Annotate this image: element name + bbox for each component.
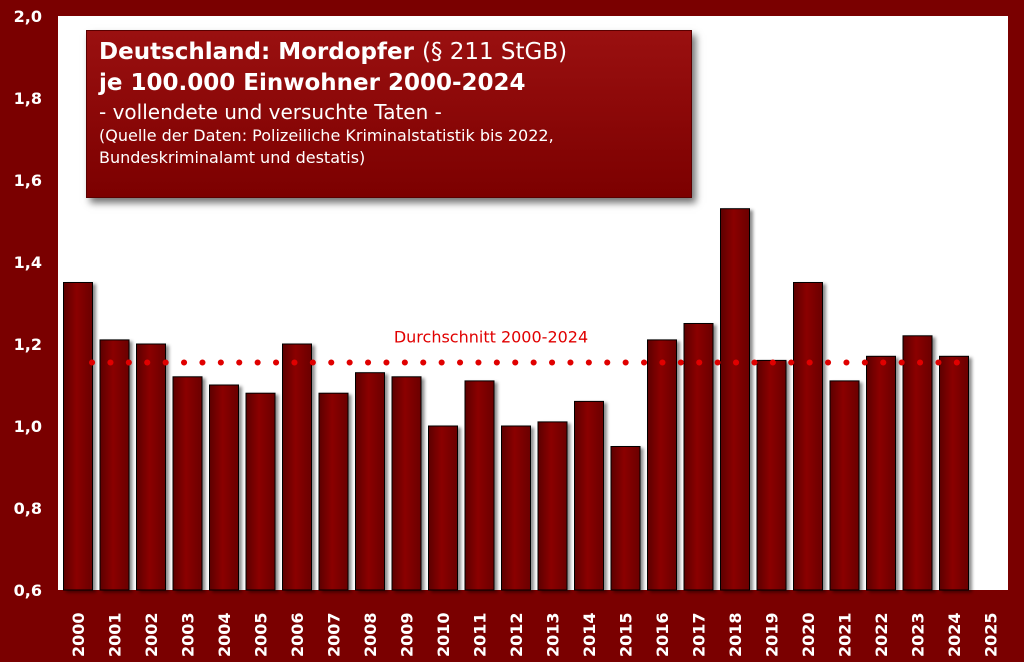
x-tick-label: 2009 bbox=[398, 612, 417, 657]
bar-2009 bbox=[391, 376, 422, 591]
x-tick-label: 2024 bbox=[945, 612, 964, 657]
x-tick-label: 2012 bbox=[507, 612, 526, 657]
bar-2011 bbox=[464, 380, 495, 591]
bar-2013 bbox=[537, 421, 568, 591]
bar-2000 bbox=[63, 282, 93, 591]
bar-2005 bbox=[245, 392, 276, 591]
x-tick-label: 2016 bbox=[653, 612, 672, 657]
y-tick-label: 1,0 bbox=[14, 417, 42, 436]
bar-2006 bbox=[282, 343, 312, 591]
bar-2016 bbox=[647, 339, 677, 591]
x-tick-label: 2022 bbox=[872, 612, 891, 657]
y-tick-label: 0,6 bbox=[14, 581, 42, 600]
bar-2015 bbox=[610, 446, 641, 591]
y-tick-label: 1,4 bbox=[14, 253, 42, 272]
x-tick-label: 2023 bbox=[909, 612, 928, 657]
x-tick-label: 2002 bbox=[142, 612, 161, 657]
bar-2008 bbox=[355, 372, 385, 591]
source-line-1: (Quelle der Daten: Polizeiliche Kriminal… bbox=[99, 126, 554, 145]
chart-title-law: (§ 211 StGB) bbox=[421, 39, 568, 65]
bar-2023 bbox=[902, 335, 933, 591]
y-tick-label: 0,8 bbox=[14, 499, 42, 518]
y-tick-label: 1,6 bbox=[14, 171, 42, 190]
chart-title-box: Deutschland: Mordopfer (§ 211 StGB) je 1… bbox=[86, 30, 692, 198]
bar-2012 bbox=[501, 425, 531, 591]
bar-2014 bbox=[574, 400, 604, 591]
x-tick-label: 2015 bbox=[617, 612, 636, 657]
bar-2024 bbox=[939, 355, 969, 591]
x-tick-label: 2011 bbox=[471, 612, 490, 657]
x-tick-label: 2013 bbox=[544, 612, 563, 657]
x-tick-label: 2003 bbox=[179, 612, 198, 657]
x-tick-label: 2020 bbox=[799, 612, 818, 657]
bar-2001 bbox=[99, 339, 130, 591]
chart-subtitle: - vollendete und versuchte Taten - bbox=[99, 100, 442, 124]
x-tick-label: 2014 bbox=[580, 612, 599, 657]
y-axis: 0,6 0,8 1,0 1,2 1,4 1,6 1,8 2,0 bbox=[14, 7, 42, 600]
bar-2020 bbox=[793, 282, 823, 591]
y-tick-label: 1,8 bbox=[14, 89, 42, 108]
x-tick-label: 2001 bbox=[106, 612, 125, 657]
bar-2003 bbox=[172, 376, 203, 591]
bar-2007 bbox=[318, 392, 349, 591]
x-tick-label: 2000 bbox=[69, 612, 88, 657]
x-tick-label: 2019 bbox=[763, 612, 782, 657]
x-axis: 2000 2001 2002 2003 2004 2005 2006 2007 2008 2009… bbox=[69, 612, 1001, 657]
bar-2002 bbox=[136, 343, 166, 591]
x-tick-label: 2006 bbox=[288, 612, 307, 657]
x-tick-label: 2005 bbox=[252, 612, 271, 657]
chart-title-line2: je 100.000 Einwohner 2000-2024 bbox=[99, 70, 526, 96]
y-tick-label: 2,0 bbox=[14, 7, 42, 26]
bar-2004 bbox=[209, 384, 239, 591]
bars-group bbox=[63, 208, 969, 591]
bar-2018 bbox=[720, 208, 750, 591]
y-tick-label: 1,2 bbox=[14, 335, 42, 354]
average-line-group: Durchschnitt 2000-2024 bbox=[89, 327, 960, 366]
x-tick-label: 2025 bbox=[982, 612, 1001, 657]
x-tick-label: 2004 bbox=[215, 612, 234, 657]
source-line-2: Bundeskriminalamt und destatis) bbox=[99, 148, 366, 167]
x-tick-label: 2010 bbox=[434, 612, 453, 657]
x-tick-label: 2018 bbox=[726, 612, 745, 657]
x-tick-label: 2008 bbox=[361, 612, 380, 657]
chart-title-bold: Deutschland: Mordopfer bbox=[99, 39, 414, 65]
x-tick-label: 2017 bbox=[690, 612, 709, 657]
average-label: Durchschnitt 2000-2024 bbox=[394, 327, 588, 346]
bar-2022 bbox=[866, 355, 896, 591]
bar-2019 bbox=[756, 359, 787, 591]
x-tick-label: 2007 bbox=[325, 612, 344, 657]
chart-title-line1: Deutschland: Mordopfer (§ 211 StGB) bbox=[99, 37, 679, 68]
x-tick-label: 2021 bbox=[836, 612, 855, 657]
bar-2010 bbox=[428, 425, 458, 591]
bar-2017 bbox=[683, 323, 714, 591]
bar-2021 bbox=[829, 380, 860, 591]
